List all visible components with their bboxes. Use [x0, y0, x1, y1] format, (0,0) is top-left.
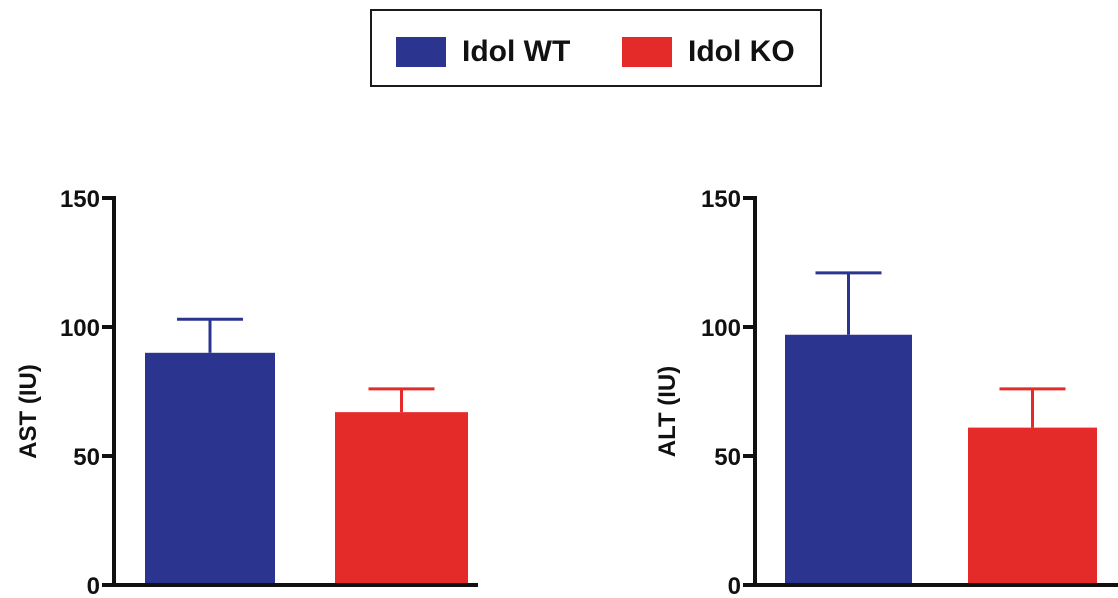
- chart-2-y-tick-label-100: 100: [701, 315, 741, 342]
- chart-1-bar-1: [145, 352, 275, 585]
- chart-1-y-axis-title: AST (IU): [15, 364, 42, 459]
- legend-label-wt: Idol WT: [462, 35, 571, 68]
- legend-label-ko: Idol KO: [688, 35, 795, 68]
- chart-1-y-tick-label-150: 150: [60, 186, 100, 213]
- chart-1-bar-2: [335, 412, 468, 585]
- legend: Idol WT Idol KO: [370, 9, 822, 87]
- chart-2-y-tick-label-0: 0: [728, 573, 741, 598]
- legend-item-ko: Idol KO: [622, 37, 795, 67]
- chart-2-bar-1: [785, 334, 912, 585]
- chart-1-y-tick-label-50: 50: [73, 444, 100, 471]
- chart-2-bar-2: [968, 427, 1097, 585]
- chart-2-y-tick-label-150: 150: [701, 186, 741, 213]
- chart-2-y-axis-title: ALT (IU): [654, 366, 681, 458]
- legend-swatch-ko: [622, 37, 672, 67]
- legend-item-wt: Idol WT: [396, 37, 570, 67]
- chart-1-y-tick-label-0: 0: [87, 573, 100, 598]
- legend-swatch-wt: [396, 37, 446, 67]
- chart-1-y-tick-label-100: 100: [60, 315, 100, 342]
- chart-2-y-tick-label-50: 50: [714, 444, 741, 471]
